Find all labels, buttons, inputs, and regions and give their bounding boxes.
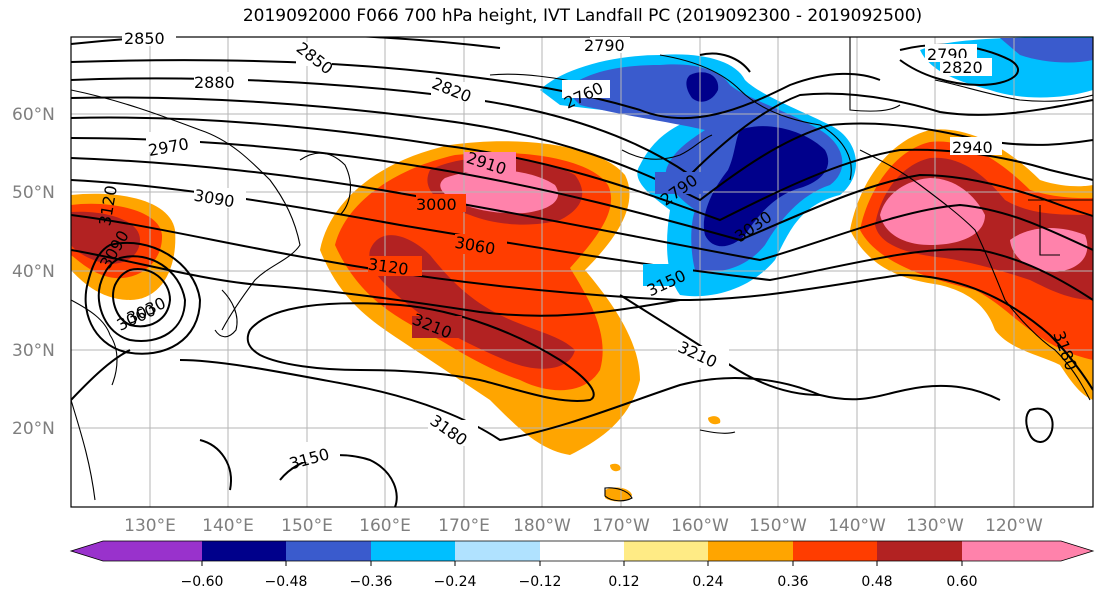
longitude-label: 150°W xyxy=(749,516,807,536)
colorbar-swatch xyxy=(877,541,962,561)
colorbar-swatch xyxy=(624,541,708,561)
longitude-label: 130°E xyxy=(124,516,176,536)
contour-label: 2790 xyxy=(584,36,625,55)
longitude-label: 160°E xyxy=(359,516,411,536)
colorbar-swatch xyxy=(371,541,455,561)
contour-label: 2820 xyxy=(942,58,983,77)
latitude-label: 20°N xyxy=(12,419,55,439)
colorbar-tick-label: 0.12 xyxy=(608,574,639,590)
colorbar-swatch xyxy=(455,541,540,561)
longitude-label: 170°W xyxy=(592,516,650,536)
contour-label: 2880 xyxy=(194,73,235,92)
longitude-label: 160°W xyxy=(671,516,729,536)
longitude-label: 180°W xyxy=(513,516,571,536)
longitude-label: 130°W xyxy=(906,516,964,536)
longitude-label: 120°W xyxy=(985,516,1043,536)
colorbar-swatch xyxy=(103,541,202,561)
colorbar-tick-label: 0.24 xyxy=(692,574,723,590)
colorbar-swatch xyxy=(202,541,286,561)
longitude-label: 140°W xyxy=(828,516,886,536)
colorbar-tick-label: −0.12 xyxy=(519,574,562,590)
latitude-axis: 60°N 50°N 40°N 30°N 20°N xyxy=(12,105,55,439)
latitude-label: 30°N xyxy=(12,341,55,361)
colorbar-swatch xyxy=(540,541,624,561)
latitude-label: 50°N xyxy=(12,183,55,203)
colorbar-extension-low xyxy=(71,541,103,561)
longitude-label: 140°E xyxy=(202,516,254,536)
longitude-label: 150°E xyxy=(281,516,333,536)
colorbar-tick-label: −0.36 xyxy=(350,574,393,590)
colorbar-tick-label: 0.36 xyxy=(777,574,808,590)
contour-label: 2850 xyxy=(124,29,165,48)
colorbar-swatches xyxy=(69,540,1095,566)
colorbar: −0.60 −0.48 −0.36 −0.24 −0.12 0.12 0.24 … xyxy=(69,540,1095,590)
colorbar-swatch xyxy=(286,541,371,561)
colorbar-extension-high xyxy=(1061,541,1093,561)
colorbar-swatch xyxy=(708,541,793,561)
latitude-label: 60°N xyxy=(12,105,55,125)
colorbar-tick-label: −0.24 xyxy=(434,574,477,590)
contour-label: 3000 xyxy=(416,195,457,214)
map-panel xyxy=(71,37,1093,507)
colorbar-tick-label: −0.60 xyxy=(181,574,224,590)
longitude-label: 170°E xyxy=(438,516,490,536)
latitude-label: 40°N xyxy=(12,262,55,282)
map-frame xyxy=(70,36,1094,508)
contour-label: 2940 xyxy=(952,138,993,157)
colorbar-tick-label: 0.48 xyxy=(861,574,892,590)
coastlines xyxy=(71,37,1093,502)
longitude-axis: 130°E 140°E 150°E 160°E 170°E 180°W 170°… xyxy=(124,516,1043,536)
colorbar-swatch xyxy=(793,541,877,561)
colorbar-outline xyxy=(69,540,1095,562)
map-title: 2019092000 F066 700 hPa height, IVT Land… xyxy=(242,6,923,26)
colorbar-tick-label: 0.60 xyxy=(946,574,977,590)
colorbar-tick-label: −0.48 xyxy=(265,574,308,590)
colorbar-swatch xyxy=(962,541,1061,561)
colorbar-ticks: −0.60 −0.48 −0.36 −0.24 −0.12 0.12 0.24 … xyxy=(181,574,978,590)
